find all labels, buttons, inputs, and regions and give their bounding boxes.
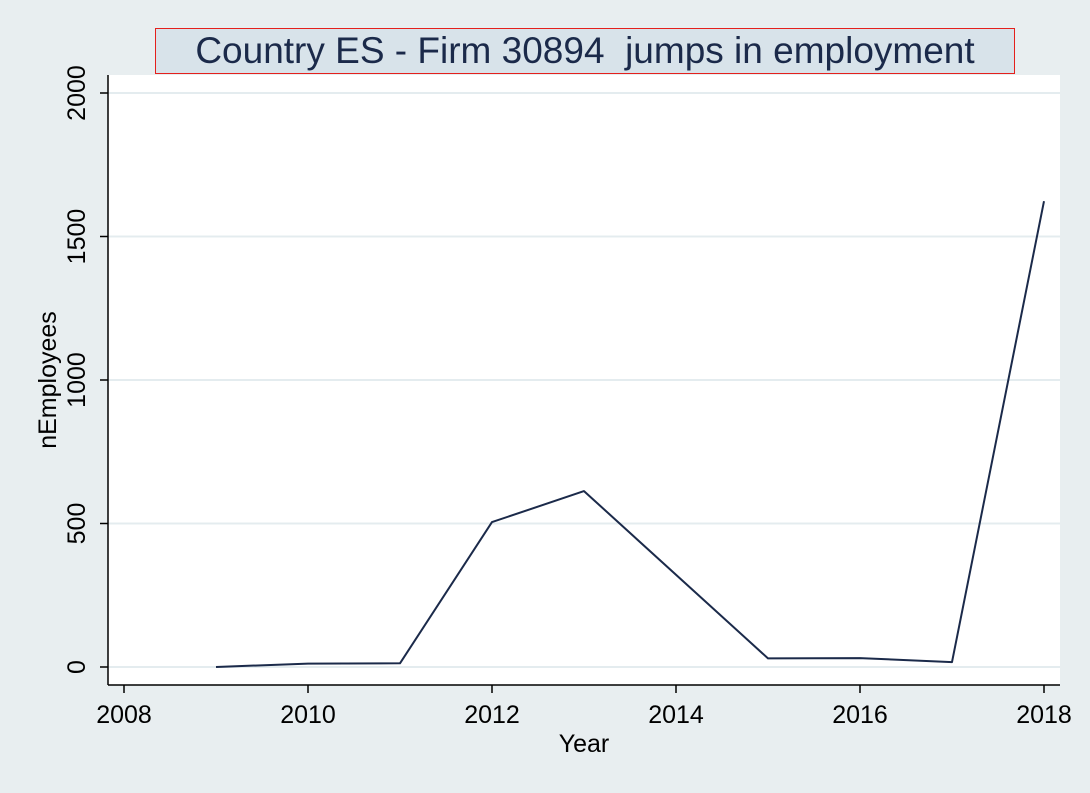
series-line <box>215 201 1045 668</box>
tick-labels: 0 500 1000 1500 2000 2008 2010 2012 2014 2016 2018 <box>63 65 1072 729</box>
axes <box>100 75 1060 693</box>
x-tick-label: 2008 <box>96 701 152 729</box>
x-tick-label: 2016 <box>832 701 888 729</box>
x-axis-title: Year <box>559 730 610 758</box>
y-tick-label: 500 <box>63 503 91 545</box>
series-layer <box>215 201 1045 668</box>
x-tick-label: 2014 <box>648 701 704 729</box>
x-tick-label: 2018 <box>1016 701 1072 729</box>
y-tick-label: 0 <box>63 660 91 674</box>
chart-title: Country ES - Firm 30894 jumps in employm… <box>155 28 1015 74</box>
y-tick-label: 1000 <box>63 352 91 408</box>
y-axis-title: nEmployees <box>34 311 62 449</box>
x-tick-label: 2012 <box>464 701 520 729</box>
x-tick-label: 2010 <box>280 701 336 729</box>
gridlines <box>108 92 1060 668</box>
y-tick-label: 1500 <box>63 209 91 265</box>
y-tick-label: 2000 <box>63 65 91 121</box>
